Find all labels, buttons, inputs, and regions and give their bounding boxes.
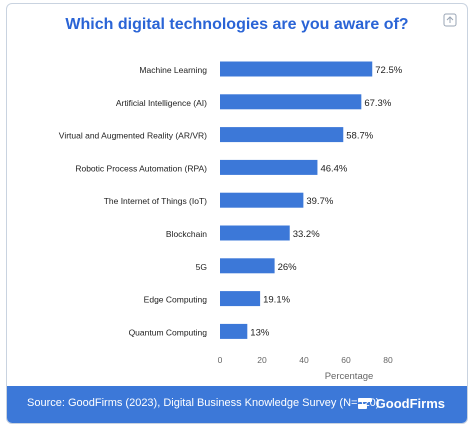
category-label: Machine Learning	[139, 65, 207, 75]
x-tick-label: 0	[218, 355, 223, 365]
x-tick-label: 60	[341, 355, 351, 365]
expand-icon[interactable]	[443, 13, 457, 27]
bar	[220, 258, 275, 274]
value-label: 19.1%	[263, 295, 290, 306]
bar-chart: Machine Learning 72.5% Artificial Intellig…	[59, 61, 403, 382]
category-label: The Internet of Things (IoT)	[104, 196, 207, 206]
bar	[220, 94, 362, 110]
category-label: 5G	[196, 262, 207, 272]
goodfirms-logo-icon	[357, 398, 372, 409]
value-label: 58.7%	[346, 131, 373, 142]
value-label: 39.7%	[306, 196, 333, 207]
value-label: 33.2%	[293, 229, 320, 240]
category-label: Artificial Intelligence (AI)	[116, 98, 207, 108]
brand-logo: GoodFirms	[357, 396, 445, 411]
bar	[220, 61, 373, 77]
value-label: 26%	[278, 262, 298, 273]
footer-bar: Source: GoodFirms (2023), Digital Busine…	[7, 386, 467, 423]
source-text: Source: GoodFirms (2023), Digital Busine…	[27, 397, 380, 409]
value-label: 67.3%	[364, 98, 391, 109]
bar	[220, 291, 261, 307]
brand-name: GoodFirms	[375, 396, 445, 411]
category-label: Blockchain	[166, 229, 207, 239]
x-tick-label: 80	[383, 355, 393, 365]
chart-title: Which digital technologies are you aware…	[65, 16, 409, 33]
value-label: 46.4%	[320, 163, 347, 174]
category-label: Quantum Computing	[129, 327, 208, 337]
value-label: 72.5%	[375, 65, 402, 76]
x-tick-label: 20	[257, 355, 267, 365]
bar	[220, 159, 318, 175]
bar	[220, 127, 344, 143]
category-label: Virtual and Augmented Reality (AR/VR)	[59, 131, 207, 141]
bar	[220, 323, 248, 339]
value-label: 13%	[250, 327, 270, 338]
x-axis-label: Percentage	[325, 371, 374, 382]
category-label: Robotic Process Automation (RPA)	[75, 163, 207, 173]
chart-frame: Which digital technologies are you aware…	[6, 3, 468, 424]
bar	[220, 225, 290, 241]
x-tick-label: 40	[299, 355, 309, 365]
bar	[220, 192, 304, 208]
category-label: Edge Computing	[144, 295, 208, 305]
